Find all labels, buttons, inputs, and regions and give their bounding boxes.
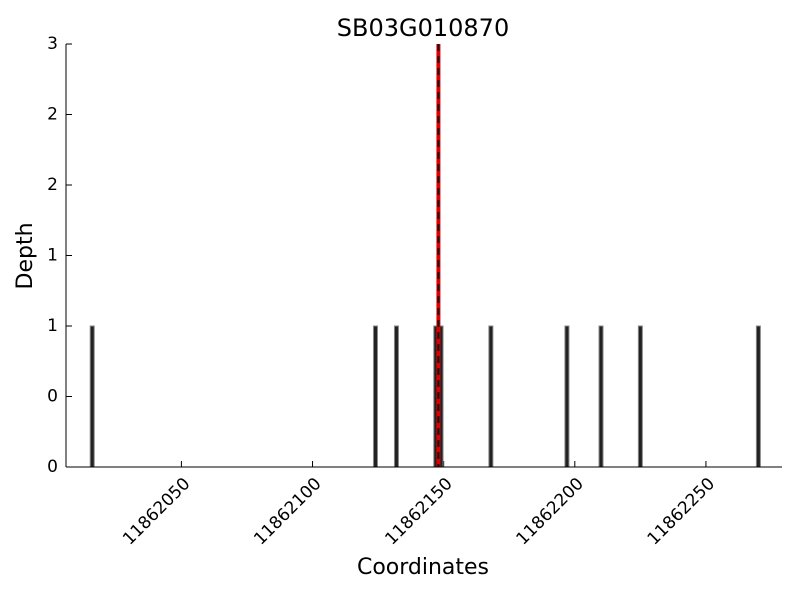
x-tick-label: 11862100 [250,474,325,549]
bar [393,325,399,468]
y-tick-label: 1 [47,246,58,266]
bar [598,325,604,468]
y-tick-label: 2 [47,175,58,195]
x-tick-label: 11862150 [381,474,456,549]
y-tick-label: 0 [47,457,58,477]
x-axis-label: Coordinates [357,555,489,580]
x-tick-label: 11862200 [513,474,588,549]
y-tick-label: 1 [47,316,58,336]
y-axis-label: Depth [13,222,38,289]
y-tick-label: 0 [47,387,58,407]
bar [564,325,570,468]
y-tick-label: 2 [47,105,58,125]
bar [372,325,378,468]
bar [89,325,95,468]
x-tick-label: 11862050 [119,474,194,549]
bar [637,325,643,468]
x-tick-label: 11862250 [644,474,719,549]
chart-title: SB03G010870 [337,14,509,42]
bar [755,325,761,468]
y-tick-label: 3 [47,34,58,54]
bar [488,325,494,468]
